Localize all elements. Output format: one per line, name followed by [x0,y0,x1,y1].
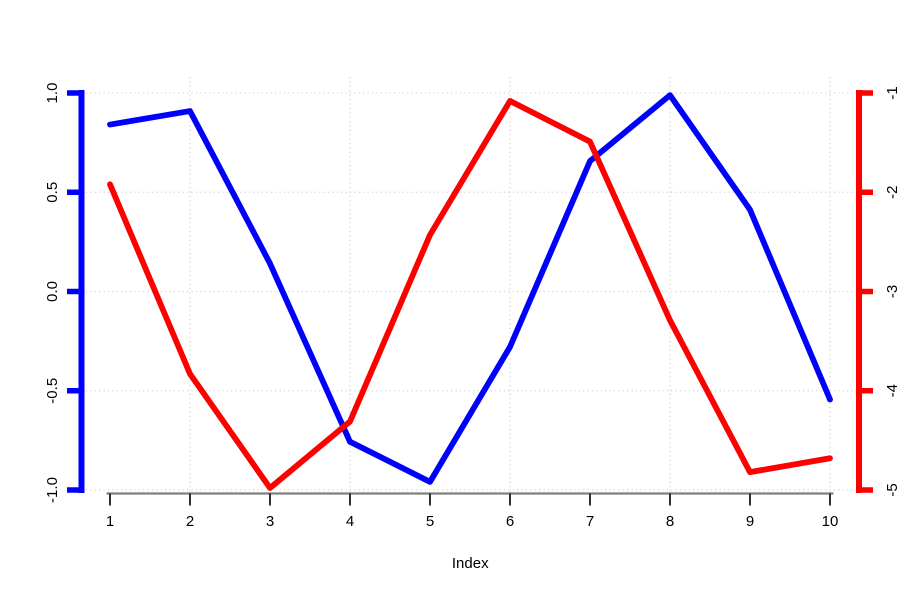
left-y-axis-tick-label: 0.0 [44,281,61,302]
series-red-cosine-line [107,98,833,491]
left-y-axis-tick-label: 0.5 [44,182,61,203]
right-y-axis-tick-label: -5 [884,483,900,496]
x-axis-tick-label: 4 [346,513,354,530]
x-axis-tick-label: 3 [266,513,274,530]
x-axis-tick-label: 8 [666,513,674,530]
right-y-axis-tick-label: -4 [884,384,900,397]
x-axis-tick-label: 2 [186,513,194,530]
left-y-axis-tick-label: 1.0 [44,83,61,104]
left-y-axis-tick-label: -0.5 [44,378,61,404]
x-axis-tick-label: 1 [106,513,114,530]
x-axis-tick-label: 10 [822,513,839,530]
x-axis-tick-label: 7 [586,513,594,530]
right-y-axis-tick-label: -1 [884,86,900,99]
x-axis: 1 2 3 4 5 6 7 8 9 10 Index [106,492,839,572]
x-axis-tick-label: 5 [426,513,434,530]
x-axis-tick-label: 9 [746,513,754,530]
x-axis-tick-label: 6 [506,513,514,530]
left-y-axis-tick-label: -1.0 [44,477,61,503]
right-y-axis: -1 -2 -3 -4 -5 [856,86,900,497]
right-y-axis-tick-label: -2 [884,186,900,199]
x-axis-title: Index [452,555,489,572]
grid-layer [81,77,859,506]
left-y-axis: 1.0 0.5 0.0 -0.5 -1.0 [44,83,85,503]
series-blue-sine-line [107,92,833,485]
right-y-axis-tick-label: -3 [884,285,900,298]
